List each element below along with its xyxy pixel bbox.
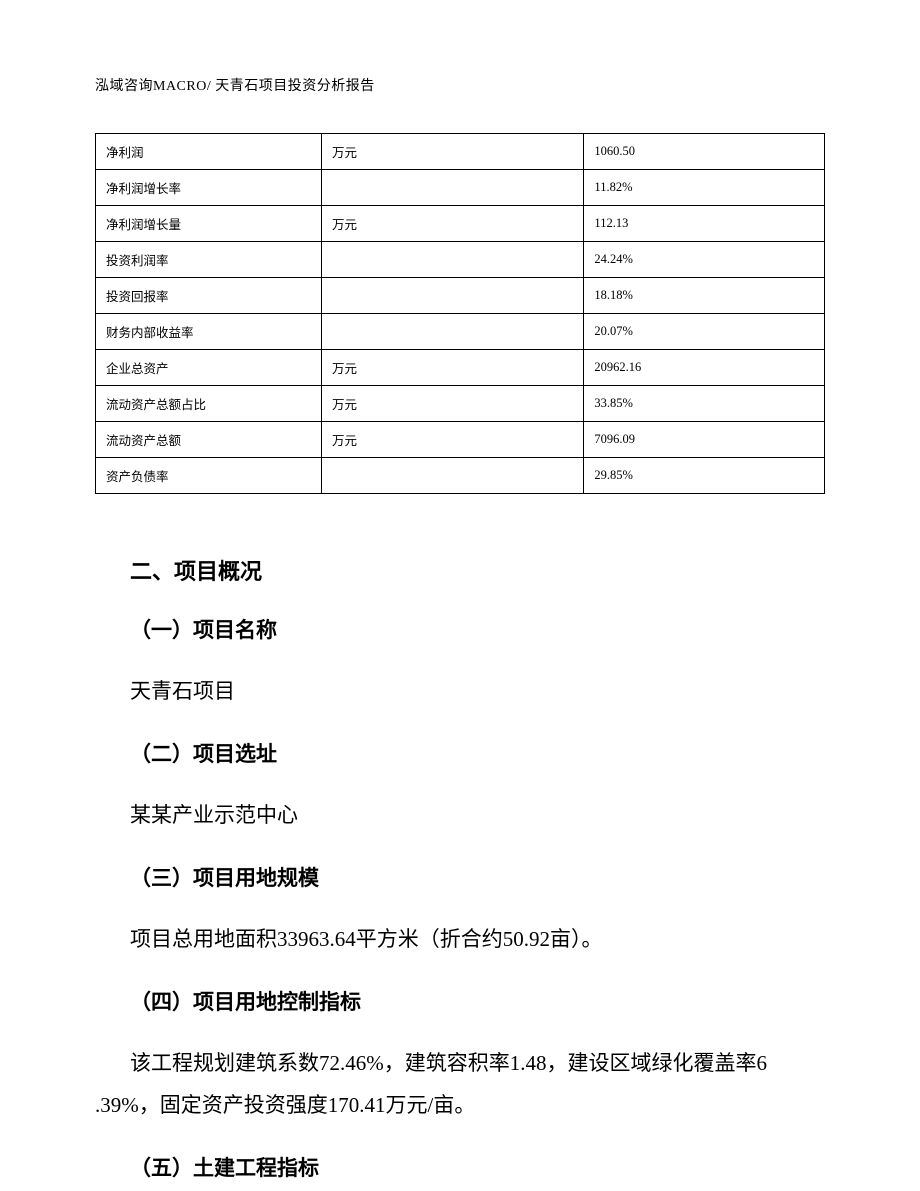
table-cell-value: 24.24% — [584, 242, 825, 278]
table-row: 净利润增长率 11.82% — [96, 170, 825, 206]
table-cell-unit: 万元 — [321, 134, 583, 170]
subsection-2-body: 某某产业示范中心 — [130, 794, 815, 836]
table-row: 投资回报率 18.18% — [96, 278, 825, 314]
table-cell-value: 20962.16 — [584, 350, 825, 386]
table-cell-unit: 万元 — [321, 206, 583, 242]
page-header: 泓域咨询MACRO/ 天青石项目投资分析报告 — [95, 75, 825, 95]
table-cell-label: 资产负债率 — [96, 458, 322, 494]
subsection-3-title: （三）项目用地规模 — [130, 862, 815, 892]
table-row: 流动资产总额万元7096.09 — [96, 422, 825, 458]
table-cell-unit — [321, 314, 583, 350]
financial-table: 净利润万元1060.50净利润增长率11.82%净利润增长量万元112.13投资… — [95, 133, 825, 494]
table-cell-unit: 万元 — [321, 350, 583, 386]
subsection-3-body: 项目总用地面积33963.64平方米（折合约50.92亩）。 — [130, 918, 815, 960]
table-cell-label: 投资回报率 — [96, 278, 322, 314]
table-cell-value: 11.82% — [584, 170, 825, 206]
subsection-1-title: （一）项目名称 — [130, 614, 815, 644]
table-cell-label: 净利润增长率 — [96, 170, 322, 206]
table-row: 净利润增长量万元112.13 — [96, 206, 825, 242]
table-cell-label: 流动资产总额 — [96, 422, 322, 458]
table-row: 净利润万元1060.50 — [96, 134, 825, 170]
subsection-1-body: 天青石项目 — [130, 670, 815, 712]
table-cell-value: 20.07% — [584, 314, 825, 350]
subsection-2-title: （二）项目选址 — [130, 738, 815, 768]
subsection-4-body: 该工程规划建筑系数72.46%，建筑容积率1.48，建设区域绿化覆盖率6.39%… — [95, 1042, 815, 1126]
body-line: 该工程规划建筑系数72.46%，建筑容积率1.48，建设区域绿化覆盖率6 — [95, 1042, 815, 1084]
content-section: 二、项目概况 （一）项目名称 天青石项目 （二）项目选址 某某产业示范中心 （三… — [95, 554, 825, 1182]
table-row: 投资利润率 24.24% — [96, 242, 825, 278]
table-cell-label: 净利润 — [96, 134, 322, 170]
table-cell-value: 112.13 — [584, 206, 825, 242]
table-cell-value: 1060.50 — [584, 134, 825, 170]
table-cell-unit — [321, 170, 583, 206]
table-cell-value: 18.18% — [584, 278, 825, 314]
table-row: 财务内部收益率 20.07% — [96, 314, 825, 350]
table-cell-label: 企业总资产 — [96, 350, 322, 386]
table-cell-unit: 万元 — [321, 386, 583, 422]
body-line: .39%，固定资产投资强度170.41万元/亩。 — [95, 1084, 815, 1126]
table-row: 资产负债率 29.85% — [96, 458, 825, 494]
table-cell-label: 投资利润率 — [96, 242, 322, 278]
subsection-5-title: （五）土建工程指标 — [130, 1152, 815, 1182]
table-cell-label: 净利润增长量 — [96, 206, 322, 242]
table-row: 企业总资产万元20962.16 — [96, 350, 825, 386]
table-cell-unit — [321, 458, 583, 494]
table-cell-unit — [321, 242, 583, 278]
section-title: 二、项目概况 — [130, 554, 815, 586]
table-cell-unit — [321, 278, 583, 314]
table-cell-label: 财务内部收益率 — [96, 314, 322, 350]
table-row: 流动资产总额占比万元33.85% — [96, 386, 825, 422]
table-cell-unit: 万元 — [321, 422, 583, 458]
table-cell-value: 29.85% — [584, 458, 825, 494]
subsection-4-title: （四）项目用地控制指标 — [130, 986, 815, 1016]
table-cell-value: 33.85% — [584, 386, 825, 422]
table-cell-label: 流动资产总额占比 — [96, 386, 322, 422]
table-cell-value: 7096.09 — [584, 422, 825, 458]
